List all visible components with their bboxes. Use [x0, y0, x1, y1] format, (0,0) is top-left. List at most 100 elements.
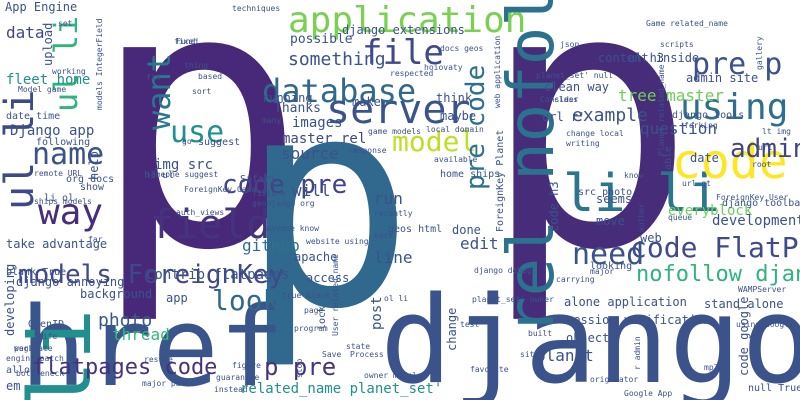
- cloud-word: Thanks: [274, 101, 321, 116]
- cloud-word: clean way: [544, 80, 610, 94]
- cloud-word: move: [596, 214, 625, 228]
- cloud-word: ForeignKey Planet: [495, 129, 506, 232]
- cloud-word: src photo: [578, 187, 633, 198]
- cloud-word: source: [281, 144, 339, 163]
- cloud-word: django tools: [672, 110, 745, 121]
- cloud-word: possible: [290, 32, 353, 47]
- cloud-word: everyblock: [668, 203, 753, 219]
- cloud-word: app: [166, 291, 188, 305]
- cloud-word: recently: [374, 209, 413, 218]
- cloud-word: admin: [730, 134, 800, 164]
- cloud-word: class: [554, 95, 579, 104]
- cloud-word: resume: [144, 355, 173, 364]
- cloud-word: models ForeignKey: [18, 260, 285, 290]
- cloud-word: django annoying: [16, 275, 125, 289]
- cloud-word: set: [58, 19, 73, 28]
- cloud-word: planet: [536, 346, 594, 365]
- cloud-word: major part: [142, 379, 191, 388]
- cloud-word: geos html: [388, 224, 443, 235]
- cloud-word: change: [445, 307, 459, 351]
- cloud-word: look: [212, 284, 280, 317]
- cloud-word: mp3: [704, 363, 719, 372]
- cloud-word: Model game: [18, 85, 67, 94]
- cloud-word: respected: [390, 69, 434, 78]
- cloud-word: h3 ul: [144, 170, 175, 181]
- cloud-word: admin site: [686, 71, 759, 85]
- cloud-word: seems: [596, 192, 633, 206]
- cloud-word: href: [20, 283, 285, 400]
- cloud-word: something: [288, 49, 386, 70]
- cloud-word: planet_set' null: [536, 71, 614, 80]
- cloud-word: date time: [6, 111, 61, 122]
- cloud-word: queue: [668, 213, 693, 222]
- cloud-word: WAMPServer: [738, 285, 787, 294]
- cloud-word: geodjango org: [252, 199, 315, 208]
- cloud-word: will: [292, 181, 331, 200]
- cloud-word: ol li: [384, 294, 409, 303]
- cloud-word: state: [346, 342, 371, 351]
- cloud-word: p: [480, 0, 697, 329]
- cloud-word: page: [304, 306, 324, 315]
- cloud-word: post: [369, 296, 385, 330]
- cloud-word: sort: [192, 87, 212, 96]
- cloud-word: site: [520, 350, 540, 359]
- cloud-word: someone suggest: [146, 170, 219, 179]
- cloud-word: running: [262, 91, 313, 105]
- cloud-word: originator: [590, 375, 639, 384]
- cloud-word: edit: [460, 234, 499, 253]
- cloud-word: stand alone: [704, 297, 784, 311]
- cloud-word: li li: [563, 164, 720, 224]
- cloud-word: maybe: [440, 109, 477, 123]
- cloud-word: Google App: [624, 389, 673, 398]
- cloud-word: program: [294, 324, 328, 333]
- cloud-word: fix: [146, 73, 161, 82]
- cloud-word: model: [392, 125, 477, 158]
- cloud-word: contrib flatpages: [146, 267, 290, 283]
- cloud-word: example: [572, 105, 648, 126]
- cloud-word: bottleneck: [16, 369, 65, 378]
- cloud-word: upload: [41, 22, 55, 66]
- cloud-word: application: [288, 0, 527, 41]
- cloud-word: owner models: [364, 371, 422, 380]
- cloud-word: p: [240, 36, 415, 373]
- cloud-word: root: [752, 160, 772, 169]
- cloud-word: scripts: [660, 40, 694, 49]
- cloud-word: planet_set' owner: [472, 295, 554, 304]
- cloud-word: remote URL: [34, 169, 83, 178]
- cloud-word: run: [374, 189, 403, 208]
- cloud-word: master rel: [282, 131, 367, 147]
- cloud-word: guarantee: [216, 373, 260, 382]
- cloud-word: org docs: [66, 174, 115, 185]
- cloud-word: paginate: [14, 344, 53, 353]
- cloud-word: null True: [748, 383, 800, 394]
- cloud-word: local domain: [426, 125, 484, 134]
- cloud-word: Game related_name: [646, 19, 728, 28]
- cloud-word: code google: [737, 296, 751, 376]
- cloud-word: web: [640, 231, 662, 245]
- cloud-word: r admin: [633, 336, 642, 370]
- cloud-word: code pre: [222, 170, 348, 200]
- cloud-word: blank True: [6, 267, 67, 278]
- cloud-word: models IntegerField: [95, 18, 104, 110]
- cloud-word: available: [434, 155, 478, 164]
- cloud-word: development: [712, 213, 800, 229]
- cloud-word: github: [242, 236, 300, 255]
- cloud-word: website using: [306, 237, 369, 246]
- cloud-word: url r': [542, 110, 586, 124]
- cloud-word: suggest: [198, 137, 241, 148]
- cloud-word: home ships: [440, 169, 501, 180]
- cloud-word: true blank: [282, 291, 331, 300]
- cloud-word: url gt: [682, 179, 711, 188]
- cloud-word: gallery: [755, 36, 764, 70]
- cloud-word: apache: [294, 250, 338, 264]
- cloud-word: auth_views: [176, 208, 225, 217]
- cloud-word: fixed: [174, 37, 199, 46]
- cloud-word: go: [182, 137, 192, 146]
- cloud-word: fleet home: [6, 72, 91, 88]
- cloud-word: author: [637, 203, 646, 232]
- cloud-word: django extensions: [342, 23, 465, 37]
- cloud-word: ships models: [34, 197, 92, 206]
- cloud-word: access: [306, 271, 350, 285]
- cloud-word: figure: [232, 361, 261, 370]
